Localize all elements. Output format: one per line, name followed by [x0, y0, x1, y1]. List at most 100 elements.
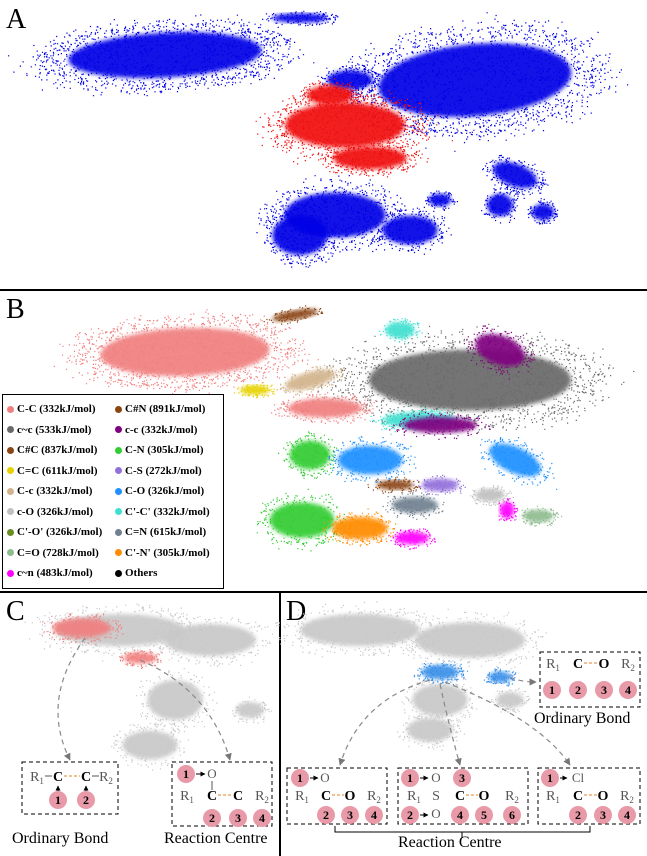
structure-diagrams: R1 C C R21 21 OR1 C C R22 3 4R1 C O R21 2 3 41 OR1 C O R22 3 4…	[21, 637, 641, 838]
legend-item: C=O (728kJ/mol)	[7, 547, 99, 559]
legend-label: c~c (533kJ/mol)	[17, 423, 92, 436]
c-ord-c2: C	[81, 770, 91, 785]
d-sul-circle-3-label: 3	[459, 771, 465, 785]
legend-label: Others	[125, 567, 158, 579]
legend-label: C'-O' (326kJ/mol)	[17, 526, 103, 538]
legend-label: c~n (483kJ/mol)	[17, 567, 93, 579]
cloud-b-tan	[276, 364, 350, 396]
panel-label-c: C	[6, 596, 25, 627]
c-rxn-r1: R1	[180, 789, 194, 805]
d-ord-c: C	[573, 657, 583, 672]
cloud-b-blue	[325, 436, 417, 483]
d-cl-circle-2	[569, 806, 587, 824]
cloud-a-blue-low	[256, 202, 340, 268]
c-rxn-circle-2	[203, 809, 221, 827]
d-sul-circle-4	[451, 806, 469, 824]
cloud-b-purple	[463, 325, 536, 380]
legend-label: C#N (891kJ/mol)	[125, 403, 206, 415]
cloud-b-orange	[322, 508, 397, 547]
c-ord-circle-2	[77, 791, 95, 809]
d-ord-o: O	[599, 657, 610, 672]
legend-item: C'-N' (305kJ/mol)	[115, 547, 210, 559]
cloud-c-salmon-highlight2	[119, 649, 163, 669]
legend-item: c-O (326kJ/mol)	[7, 506, 93, 518]
cloud-a-blue-island2	[481, 186, 519, 224]
legend-label: C-c (332kJ/mol)	[17, 485, 93, 497]
d-sul-circle-4-label: 4	[457, 808, 463, 822]
d-est-c: C	[321, 789, 331, 804]
legend-swatch	[7, 528, 14, 536]
legend-swatch	[7, 446, 14, 454]
c-ord-circle-1-label: 1	[55, 793, 61, 807]
cloud-b-blue2	[480, 437, 558, 490]
legend-item: c-c (332kJ/mol)	[115, 424, 197, 436]
legend-label: C=C (611kJ/mol)	[17, 464, 98, 477]
d-sul-circle-5	[475, 806, 493, 824]
d-cl-circle-1-label: 1	[547, 771, 553, 785]
legend-item: C-N (305kJ/mol)	[115, 444, 204, 456]
divider-a-b	[0, 289, 647, 291]
cloud-a-blue-mid	[317, 65, 389, 98]
legend-swatch	[7, 569, 14, 577]
d-cl-r1: R1	[546, 789, 560, 805]
cloud-b-salmon	[53, 309, 319, 400]
cloud-c-gray-low	[111, 718, 189, 771]
legend-swatch	[7, 405, 14, 413]
c-rxn-circle-2-label: 2	[209, 811, 215, 825]
panel-label-b: B	[6, 294, 25, 325]
cloud-d-gray-left	[271, 601, 458, 658]
box-d-ester	[286, 767, 388, 825]
legend-item: C=N (615kJ/mol)	[115, 526, 206, 538]
legend-swatch	[7, 549, 14, 557]
cloud-b-salmon2	[271, 391, 377, 424]
d-sul-circle-5-label: 5	[481, 808, 487, 822]
legend-label: C-S (272kJ/mol)	[125, 464, 202, 477]
c-rxn-circle-3-label: 3	[235, 811, 241, 825]
cloud-a-red-lower	[318, 140, 429, 178]
d-reaction-bracket	[334, 826, 591, 838]
legend-swatch	[115, 467, 122, 475]
panel-d-scatter	[271, 601, 547, 751]
c-rxn-c1: C	[207, 789, 217, 804]
d-est-circle-1-label: 1	[297, 771, 303, 785]
legend-item: C-O (326kJ/mol)	[115, 485, 204, 497]
cloud-d-gray-island	[491, 687, 531, 714]
cloud-a-red-main	[255, 84, 453, 165]
panel-a-scatter	[8, 10, 629, 268]
d-ord-circle-4	[619, 681, 637, 699]
cloud-b-yellow	[233, 382, 278, 399]
cloud-b-magenta2	[388, 528, 436, 550]
legend-item: c~n (483kJ/mol)	[7, 567, 93, 579]
legend-swatch	[115, 528, 122, 536]
d-ord-circle-2-label: 2	[575, 683, 581, 697]
d-ord-r1: R1	[546, 657, 560, 673]
d-sul-s: S	[432, 789, 440, 804]
legend-swatch	[115, 446, 122, 454]
c-rxn-circle-3	[229, 809, 247, 827]
legend-swatch	[7, 508, 14, 516]
d-cl-circle-4-label: 4	[624, 808, 630, 822]
panel-c-scatter	[24, 603, 273, 771]
d-est-o: O	[320, 770, 329, 785]
box-d-ordinary	[539, 651, 641, 708]
cloud-a-red-upper	[295, 78, 362, 112]
d-cl-c: C	[573, 789, 583, 804]
cloud-c-gray-island	[231, 696, 273, 724]
d-sul-circle-1-label: 1	[407, 771, 413, 785]
legend-item: Others	[115, 567, 157, 579]
c-ord-r2: R2	[99, 770, 113, 786]
legend-swatch	[115, 549, 122, 557]
divider-c-d	[279, 591, 281, 856]
legend-item: C-C (332kJ/mol)	[7, 403, 96, 415]
d-cl-circle-3	[594, 806, 612, 824]
cloud-d-gray-low	[397, 712, 465, 751]
curve-d-to-ordinary	[509, 676, 537, 686]
c-rxn-c2: C	[233, 789, 243, 804]
box-c-reaction	[171, 761, 273, 827]
panel-b-scatter	[53, 305, 635, 552]
legend-item: C-c (332kJ/mol)	[7, 485, 92, 497]
d-ord-circle-3-label: 3	[601, 683, 607, 697]
cloud-b-gray	[316, 323, 635, 435]
d-est-circle-2	[317, 806, 335, 824]
curve-d-to-ester	[338, 679, 431, 766]
